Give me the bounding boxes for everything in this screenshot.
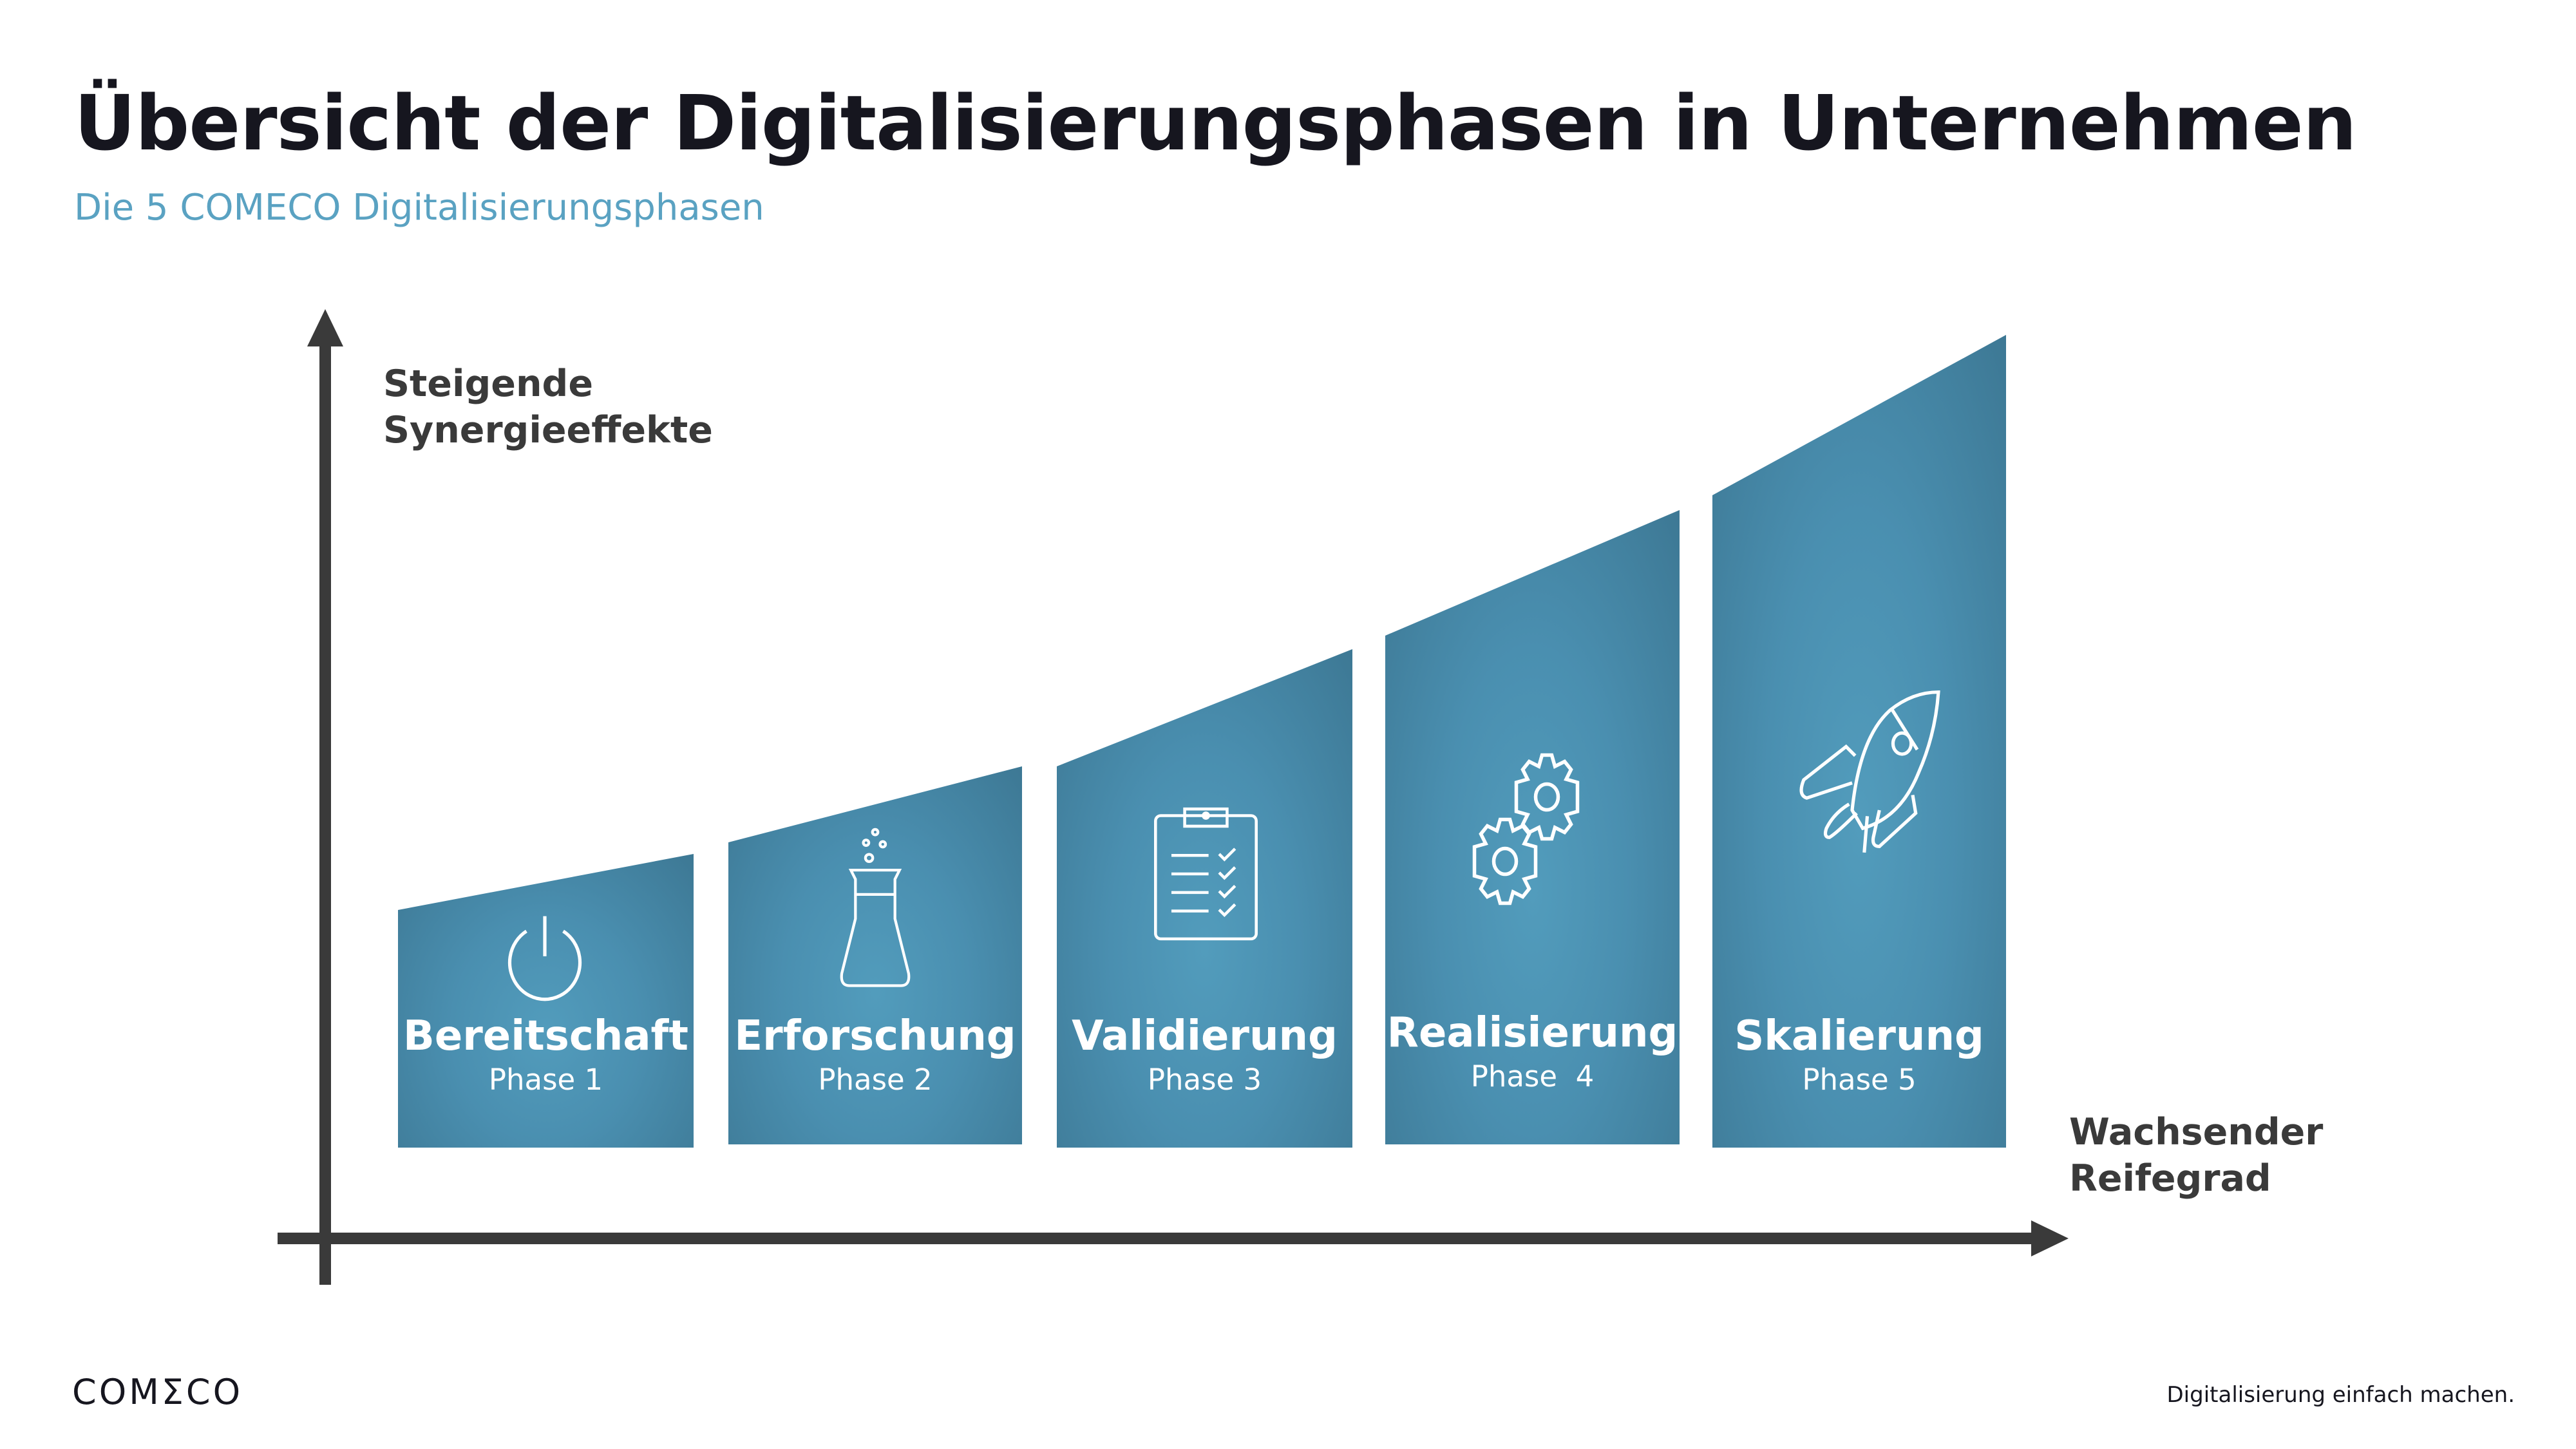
y-axis-label: Steigende Synergieeffekte bbox=[383, 361, 713, 453]
x-axis-label-line2: Reifegrad bbox=[2069, 1157, 2271, 1200]
phase-label-1: Bereitschaft Phase 1 bbox=[398, 1011, 694, 1099]
phase-label-3: Validierung Phase 3 bbox=[1057, 1011, 1352, 1099]
phase-label-5: Skalierung Phase 5 bbox=[1712, 1011, 2006, 1099]
phase-number: Phase 3 bbox=[1147, 1063, 1262, 1097]
phase-bar-4 bbox=[1385, 510, 1680, 1144]
phase-number: Phase 1 bbox=[488, 1063, 603, 1097]
flask-icon bbox=[837, 828, 913, 992]
page-subtitle: Die 5 COMECO Digitalisierungsphasen bbox=[74, 187, 764, 229]
rocket-icon bbox=[1792, 689, 1943, 853]
footer-tagline: Digitalisierung einfach machen. bbox=[2166, 1382, 2515, 1408]
x-axis-label: Wachsender Reifegrad bbox=[2069, 1109, 2323, 1202]
page-title: Übersicht der Digitalisierungsphasen in … bbox=[74, 79, 2357, 167]
x-axis-label-line1: Wachsender bbox=[2069, 1111, 2324, 1153]
phase-number: Phase 4 bbox=[1470, 1059, 1595, 1094]
gears-icon bbox=[1463, 747, 1598, 908]
y-axis-label-line1: Steigende bbox=[383, 363, 593, 405]
phase-number: Phase 2 bbox=[818, 1063, 933, 1097]
y-axis-arrow bbox=[307, 309, 343, 1285]
phase-bar-5 bbox=[1712, 335, 2006, 1148]
x-axis-arrow bbox=[278, 1220, 2069, 1256]
y-axis-label-line2: Synergieeffekte bbox=[383, 409, 713, 451]
power-icon bbox=[503, 914, 587, 1001]
comeco-logo: COMΣCO bbox=[72, 1372, 243, 1412]
clipboard-checklist-icon bbox=[1153, 805, 1259, 942]
phase-label-2: Erforschung Phase 2 bbox=[728, 1011, 1022, 1099]
phase-name: Validierung bbox=[1072, 1012, 1338, 1060]
phase-number: Phase 5 bbox=[1802, 1063, 1917, 1097]
phase-name: Bereitschaft bbox=[403, 1012, 688, 1060]
phase-label-4: Realisierung Phase 4 bbox=[1385, 1008, 1680, 1095]
phase-name: Realisierung bbox=[1387, 1009, 1678, 1057]
phase-name: Erforschung bbox=[734, 1012, 1016, 1060]
phase-name: Skalierung bbox=[1734, 1012, 1984, 1060]
